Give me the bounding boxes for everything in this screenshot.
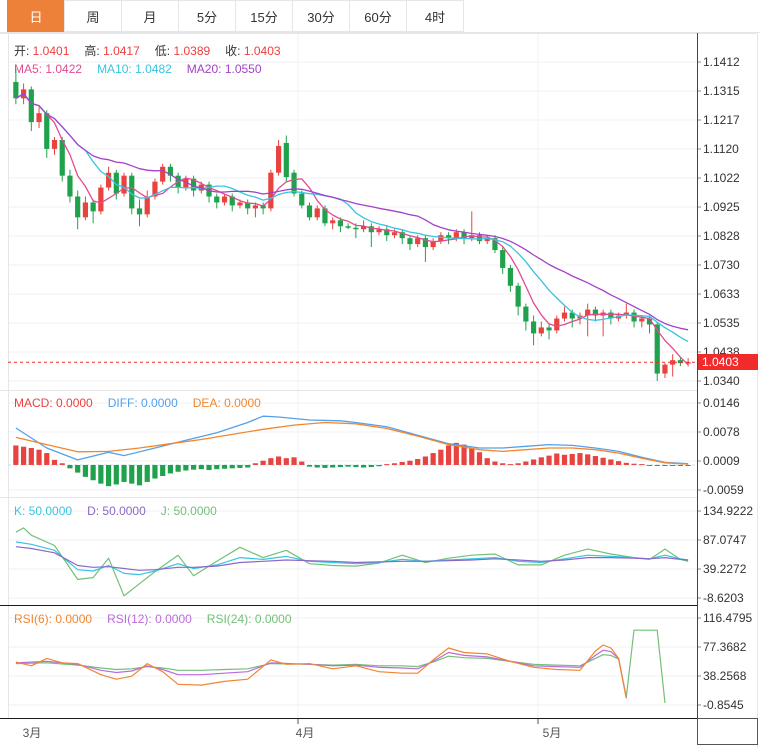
legend-ma5: MA5: 1.0422 bbox=[14, 62, 83, 76]
kdj-legend: K: 50.0000 D: 50.0000 J: 50.0000 bbox=[14, 504, 217, 519]
svg-text:0.0146: 0.0146 bbox=[703, 396, 740, 410]
legend-high: 高: 1.0417 bbox=[84, 44, 140, 58]
svg-text:1.1412: 1.1412 bbox=[703, 55, 740, 69]
legend-ma20: MA20: 1.0550 bbox=[186, 62, 262, 76]
ohlc-legend: 开: 1.0401 高: 1.0417 低: 1.0389 收: 1.0403 bbox=[14, 42, 281, 58]
legend-rsi12: RSI(12): 0.0000 bbox=[107, 612, 192, 626]
tab-4hour[interactable]: 4时 bbox=[406, 0, 464, 32]
legend-close: 收: 1.0403 bbox=[225, 44, 281, 58]
svg-text:1.0828: 1.0828 bbox=[703, 229, 740, 243]
svg-text:134.9222: 134.9222 bbox=[703, 504, 753, 518]
svg-text:39.2272: 39.2272 bbox=[703, 562, 747, 576]
tab-15min[interactable]: 15分 bbox=[235, 0, 293, 32]
x-axis-label-mar: 3月 bbox=[23, 726, 42, 740]
svg-text:77.3682: 77.3682 bbox=[703, 640, 747, 654]
svg-text:1.0340: 1.0340 bbox=[703, 374, 740, 388]
tab-week[interactable]: 周 bbox=[64, 0, 122, 32]
legend-ma10: MA10: 1.0482 bbox=[97, 62, 172, 76]
ma-legend: MA5: 1.0422 MA10: 1.0482 MA20: 1.0550 bbox=[14, 62, 262, 77]
tab-60min[interactable]: 60分 bbox=[349, 0, 407, 32]
svg-text:-0.8545: -0.8545 bbox=[703, 698, 744, 712]
legend-j: J: 50.0000 bbox=[160, 504, 217, 518]
legend-rsi24: RSI(24): 0.0000 bbox=[206, 612, 292, 626]
legend-diff: DIFF: 0.0000 bbox=[107, 396, 178, 410]
legend-rsi6: RSI(6): 0.0000 bbox=[14, 612, 93, 626]
svg-text:116.4795: 116.4795 bbox=[703, 611, 752, 625]
legend-open: 开: 1.0401 bbox=[14, 44, 70, 58]
tab-month[interactable]: 月 bbox=[121, 0, 179, 32]
legend-macd: MACD: 0.0000 bbox=[14, 396, 93, 410]
svg-text:-8.6203: -8.6203 bbox=[703, 591, 744, 605]
svg-text:1.0633: 1.0633 bbox=[703, 287, 740, 301]
tab-30min[interactable]: 30分 bbox=[292, 0, 350, 32]
legend-d: D: 50.0000 bbox=[87, 504, 146, 518]
svg-text:87.0747: 87.0747 bbox=[703, 533, 747, 547]
legend-k: K: 50.0000 bbox=[14, 504, 73, 518]
svg-text:38.2568: 38.2568 bbox=[703, 669, 747, 683]
svg-text:1.0535: 1.0535 bbox=[703, 316, 740, 330]
svg-text:0.0078: 0.0078 bbox=[703, 425, 740, 439]
last-price-badge: 1.0403 bbox=[698, 354, 758, 371]
macd-legend: MACD: 0.0000 DIFF: 0.0000 DEA: 0.0000 bbox=[14, 396, 261, 411]
chart-area: 1.1412 1.1315 1.1217 1.1120 1.1022 1.0925 1.08… bbox=[0, 33, 760, 748]
rsi-legend: RSI(6): 0.0000 RSI(12): 0.0000 RSI(24): 0.… bbox=[14, 612, 292, 627]
x-axis-label-may: 5月 bbox=[543, 726, 562, 740]
legend-low: 低: 1.0389 bbox=[154, 44, 211, 58]
svg-text:1.1217: 1.1217 bbox=[703, 113, 740, 127]
svg-text:1.1315: 1.1315 bbox=[703, 84, 740, 98]
svg-text:1.0925: 1.0925 bbox=[703, 200, 740, 214]
svg-text:1.0730: 1.0730 bbox=[703, 258, 740, 272]
kline-canvas[interactable]: 1.1412 1.1315 1.1217 1.1120 1.1022 1.0925 1.08… bbox=[0, 33, 760, 748]
timeframe-tabbar: 日周月 5分 15分 30分 60分 4时 bbox=[0, 0, 760, 33]
tab-day[interactable]: 日 bbox=[7, 0, 65, 32]
x-axis-label-apr: 4月 bbox=[296, 726, 315, 740]
svg-text:0.0009: 0.0009 bbox=[703, 454, 740, 468]
legend-dea: DEA: 0.0000 bbox=[192, 396, 261, 410]
svg-text:-0.0059: -0.0059 bbox=[703, 483, 744, 497]
svg-text:1.1120: 1.1120 bbox=[703, 142, 739, 156]
tab-5min[interactable]: 5分 bbox=[178, 0, 236, 32]
svg-text:1.1022: 1.1022 bbox=[703, 171, 740, 185]
